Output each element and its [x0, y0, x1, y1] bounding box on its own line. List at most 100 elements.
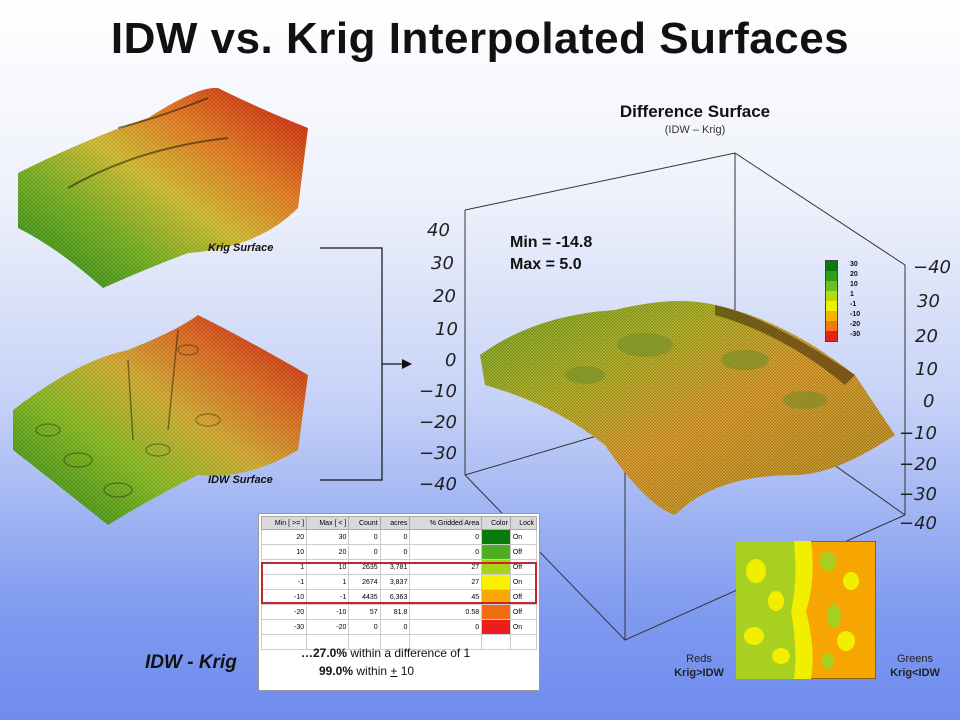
table-cell-pct: 0 [409, 529, 483, 545]
table-header-cell[interactable]: Max [ < ] [306, 516, 350, 530]
color-swatch-cell[interactable] [481, 529, 511, 545]
legend-label: 20 [850, 271, 858, 278]
summary-2-percent: 99.0% [319, 664, 354, 678]
table-cell-pct: 0 [409, 619, 483, 635]
left-axis-tick: −10 [419, 381, 457, 402]
table-cell-count: 0 [348, 529, 381, 545]
table-header-row: Min [ >= ] Max [ < ] Count acres% Gridded A… [260, 516, 538, 530]
legend-label: 10 [850, 281, 858, 288]
summary-2-text: within [353, 664, 391, 678]
legend-swatch [826, 291, 837, 301]
plus-minus-sign: + [390, 664, 398, 678]
right-axis-tick: 0 [923, 391, 934, 412]
table-header-cell[interactable]: Lock [509, 516, 538, 530]
table-cell-min: 10 [260, 544, 308, 560]
min-max-readout: Min = -14.8 Max = 5.0 [510, 232, 592, 276]
table-cell-pct: 0 [409, 544, 483, 560]
greens-title: Greens [896, 653, 934, 665]
color-swatch [482, 605, 510, 619]
color-swatch-cell[interactable] [481, 604, 511, 620]
highlight-box [261, 562, 537, 604]
left-axis-tick: 20 [433, 286, 456, 307]
table-header-cell[interactable]: acres [379, 516, 411, 530]
legend-swatches [825, 260, 838, 342]
table-cell-count: 57 [348, 604, 381, 620]
lock-toggle[interactable]: Off [509, 544, 538, 560]
min-value: Min = -14.8 [510, 234, 593, 251]
krig-surface-label: Krig Surface [208, 242, 274, 254]
table-header-cell[interactable]: Color [481, 516, 511, 530]
table-cell-empty [481, 634, 511, 650]
lock-toggle[interactable]: Off [509, 604, 538, 620]
color-swatch [482, 620, 510, 634]
legend-label: -30 [850, 331, 861, 338]
color-swatch [482, 575, 510, 589]
connector-arrow [320, 247, 412, 481]
right-axis-tick: −30 [899, 484, 937, 505]
table-cell-empty [260, 634, 308, 650]
left-axis-tick: −30 [419, 443, 457, 464]
legend-label: -1 [850, 301, 857, 308]
color-swatch [482, 545, 510, 559]
table-header-cell[interactable]: % Gridded Area [409, 516, 483, 530]
classification-table-panel: Min [ >= ] Max [ < ] Count acres% Gridded A… [258, 513, 540, 691]
legend-swatch [826, 261, 837, 271]
legend-swatch [826, 321, 837, 331]
table-cell-max: -10 [306, 604, 350, 620]
legend-swatch [826, 301, 837, 311]
table-cell-acres: 0 [379, 529, 411, 545]
table-cell-empty [409, 634, 483, 650]
krig-surface-plot [18, 87, 308, 288]
legend-label: -10 [850, 311, 861, 318]
legend-label: -20 [850, 321, 861, 328]
right-axis-tick: 30 [917, 291, 940, 312]
table-row[interactable]: 20 30 0 0 0 On [260, 529, 538, 545]
lock-toggle[interactable]: On [509, 529, 538, 545]
left-axis-tick: −40 [419, 474, 457, 495]
table-cell-min: -30 [260, 619, 308, 635]
reds-caption: Reds Krig>IDW [664, 652, 734, 680]
summary-line-2: 99.0% within + 10 [319, 664, 414, 678]
right-axis-tick: −40 [913, 257, 951, 278]
color-swatch [482, 590, 510, 604]
difference-surface-subtitle: (IDW – Krig) [664, 124, 726, 136]
left-axis-tick: 40 [427, 220, 450, 241]
table-cell-acres: 0 [379, 619, 411, 635]
table-cell-empty [509, 634, 538, 650]
color-swatch-cell[interactable] [481, 544, 511, 560]
summary-1-percent: …27.0% [301, 646, 348, 660]
table-header-cell[interactable]: Count [348, 516, 381, 530]
lock-toggle[interactable]: On [509, 619, 538, 635]
table-cell-count: 0 [348, 619, 381, 635]
table-header-cell[interactable]: Min [ >= ] [260, 516, 308, 530]
legend-labels: 30 20 10 1 -1 -10 -20 -30 [850, 260, 860, 342]
table-cell-min: -20 [260, 604, 308, 620]
table-cell-max: -20 [306, 619, 350, 635]
idw-surface-label: IDW Surface [208, 474, 273, 486]
table-row[interactable]: -20 -10 57 81.8 0.58 Off [260, 604, 538, 620]
legend-swatch [826, 271, 837, 281]
legend-label: 30 [850, 261, 858, 268]
table-cell-acres: 0 [379, 544, 411, 560]
right-axis-tick: 20 [915, 326, 938, 347]
left-axis-tick: −20 [419, 412, 457, 433]
right-axis-tick: −20 [899, 454, 937, 475]
legend-swatch [826, 311, 837, 321]
summary-2-end: 10 [397, 664, 415, 678]
reds-title: Reds [686, 653, 712, 665]
table-cell-min: 20 [260, 529, 308, 545]
difference-surface-title: Difference Surface [619, 102, 771, 121]
difference-surface-plot: 40 30 20 10 0 −10 −20 −30 −40 −40 30 20 … [419, 152, 951, 641]
right-axis-tick: 10 [915, 359, 938, 380]
color-legend: 30 20 10 1 -1 -10 -20 -30 [825, 260, 860, 342]
table-cell-acres: 81.8 [379, 604, 411, 620]
left-axis-tick: 30 [431, 253, 454, 274]
table-row[interactable]: -10 -1 4435 6,363 45 Off [260, 589, 538, 605]
table-row[interactable]: 10 20 0 0 0 Off [260, 544, 538, 560]
color-swatch-cell[interactable] [481, 619, 511, 635]
table-row[interactable]: -30 -20 0 0 0 On [260, 619, 538, 635]
summary-1-text: within a difference of 1 [347, 646, 471, 660]
idw-minus-krig-label: IDW - Krig [145, 652, 237, 673]
greens-caption: Greens Krig<IDW [880, 652, 950, 680]
table-row-empty [260, 634, 538, 650]
